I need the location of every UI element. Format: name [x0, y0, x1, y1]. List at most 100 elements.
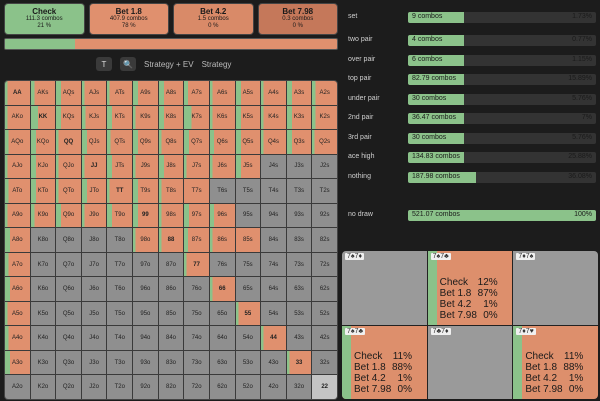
- hand-cell-K2o[interactable]: K2o: [30, 375, 56, 399]
- hand-cell-K7o[interactable]: K7o: [30, 252, 56, 277]
- hand-cell-83s[interactable]: 83s: [286, 228, 312, 252]
- hand-cell-T8s[interactable]: T8s: [158, 179, 184, 203]
- hand-cell-Q4s[interactable]: Q4s: [261, 130, 286, 154]
- combo-cell[interactable]: 7♠7♣ Check 11% Bet 1.8 88% Bet 4.2 1% Bet 7.98 0…: [342, 325, 427, 399]
- hand-cell-Q6o[interactable]: Q6o: [56, 277, 81, 301]
- hand-cell-Q9o[interactable]: Q9o: [56, 203, 81, 228]
- hand-cell-A6s[interactable]: A6s: [209, 81, 235, 105]
- hand-cell-93o[interactable]: 93o: [133, 350, 158, 375]
- hand-cell-73o[interactable]: 73o: [184, 350, 209, 375]
- hand-cell-AKs[interactable]: AKs: [30, 81, 56, 105]
- table-icon[interactable]: T: [96, 57, 112, 71]
- hand-cell-93s[interactable]: 93s: [286, 203, 312, 228]
- hand-cell-32o[interactable]: 32o: [286, 375, 312, 399]
- hand-cell-KQo[interactable]: KQo: [30, 130, 56, 154]
- hand-cell-K5s[interactable]: K5s: [235, 105, 261, 130]
- hand-cell-ATs[interactable]: ATs: [107, 81, 133, 105]
- hand-cell-Q5s[interactable]: Q5s: [235, 130, 261, 154]
- hand-cell-97o[interactable]: 97o: [133, 252, 158, 277]
- hand-cell-K6s[interactable]: K6s: [209, 105, 235, 130]
- hand-cell-KTs[interactable]: KTs: [107, 105, 133, 130]
- hand-cell-62o[interactable]: 62o: [209, 375, 235, 399]
- hand-cell-42s[interactable]: 42s: [312, 326, 337, 350]
- hand-cell-K6o[interactable]: K6o: [30, 277, 56, 301]
- hand-cell-A9s[interactable]: A9s: [133, 81, 158, 105]
- hand-cell-J8s[interactable]: J8s: [158, 154, 184, 179]
- hand-cell-95s[interactable]: 95s: [235, 203, 261, 228]
- hand-cell-75o[interactable]: 75o: [184, 301, 209, 326]
- action-button-2[interactable]: Bet 4.2 1.5 combos 0 %: [173, 3, 254, 35]
- hand-cell-JJ[interactable]: JJ: [81, 154, 107, 179]
- hand-cell-A4o[interactable]: A4o: [5, 326, 30, 350]
- hand-cell-52s[interactable]: 52s: [312, 301, 337, 326]
- hand-cell-J9s[interactable]: J9s: [133, 154, 158, 179]
- hand-cell-J7o[interactable]: J7o: [81, 252, 107, 277]
- search-icon[interactable]: 🔍: [120, 57, 136, 71]
- hand-cell-Q2o[interactable]: Q2o: [56, 375, 81, 399]
- hand-cell-32s[interactable]: 32s: [312, 350, 337, 375]
- hand-cell-J2o[interactable]: J2o: [81, 375, 107, 399]
- hand-cell-63o[interactable]: 63o: [209, 350, 235, 375]
- hand-cell-Q7s[interactable]: Q7s: [184, 130, 209, 154]
- hand-cell-94o[interactable]: 94o: [133, 326, 158, 350]
- hand-cell-QJo[interactable]: QJo: [56, 154, 81, 179]
- hand-cell-T4s[interactable]: T4s: [261, 179, 286, 203]
- hand-cell-T6s[interactable]: T6s: [209, 179, 235, 203]
- hand-cell-87s[interactable]: 87s: [184, 228, 209, 252]
- hand-cell-86s[interactable]: 86s: [209, 228, 235, 252]
- hand-cell-43s[interactable]: 43s: [286, 326, 312, 350]
- combo-cell[interactable]: 7♦7♥ Check 11% Bet 1.8 88% Bet 4.2 1% Bet 7.98 0…: [513, 325, 598, 399]
- hand-cell-J4s[interactable]: J4s: [261, 154, 286, 179]
- action-button-0[interactable]: Check 111.3 combos 21 %: [4, 3, 85, 35]
- hand-cell-84o[interactable]: 84o: [158, 326, 184, 350]
- hand-cell-K9o[interactable]: K9o: [30, 203, 56, 228]
- hand-cell-64s[interactable]: 64s: [261, 277, 286, 301]
- hand-cell-KJs[interactable]: KJs: [81, 105, 107, 130]
- hand-cell-J6o[interactable]: J6o: [81, 277, 107, 301]
- hand-cell-74o[interactable]: 74o: [184, 326, 209, 350]
- hand-cell-95o[interactable]: 95o: [133, 301, 158, 326]
- hand-cell-72o[interactable]: 72o: [184, 375, 209, 399]
- hand-cell-55[interactable]: 55: [235, 301, 261, 326]
- hand-cell-J6s[interactable]: J6s: [209, 154, 235, 179]
- hand-cell-ATo[interactable]: ATo: [5, 179, 30, 203]
- hand-cell-AKo[interactable]: AKo: [5, 105, 30, 130]
- hand-cell-A8o[interactable]: A8o: [5, 228, 30, 252]
- action-button-1[interactable]: Bet 1.8 407.9 combos 78 %: [88, 3, 169, 35]
- hand-cell-J4o[interactable]: J4o: [81, 326, 107, 350]
- hand-cell-Q6s[interactable]: Q6s: [209, 130, 235, 154]
- hand-cell-K2s[interactable]: K2s: [312, 105, 337, 130]
- hand-cell-A7o[interactable]: A7o: [5, 252, 30, 277]
- hand-cell-82s[interactable]: 82s: [312, 228, 337, 252]
- hand-cell-92o[interactable]: 92o: [133, 375, 158, 399]
- hand-cell-K4s[interactable]: K4s: [261, 105, 286, 130]
- hand-cell-82o[interactable]: 82o: [158, 375, 184, 399]
- hand-cell-Q2s[interactable]: Q2s: [312, 130, 337, 154]
- hand-cell-T8o[interactable]: T8o: [107, 228, 133, 252]
- hand-cell-J7s[interactable]: J7s: [184, 154, 209, 179]
- hand-cell-JTo[interactable]: JTo: [81, 179, 107, 203]
- hand-cell-Q3s[interactable]: Q3s: [286, 130, 312, 154]
- hand-cell-T2o[interactable]: T2o: [107, 375, 133, 399]
- hand-cell-83o[interactable]: 83o: [158, 350, 184, 375]
- hand-cell-AA[interactable]: AA: [5, 81, 30, 105]
- hand-cell-AQo[interactable]: AQo: [5, 130, 30, 154]
- hand-cell-QTs[interactable]: QTs: [107, 130, 133, 154]
- hand-cell-J8o[interactable]: J8o: [81, 228, 107, 252]
- hand-cell-73s[interactable]: 73s: [286, 252, 312, 277]
- hand-cell-T5s[interactable]: T5s: [235, 179, 261, 203]
- hand-cell-22[interactable]: 22: [312, 375, 337, 399]
- hand-cell-QTo[interactable]: QTo: [56, 179, 81, 203]
- hand-cell-94s[interactable]: 94s: [261, 203, 286, 228]
- hand-cell-53s[interactable]: 53s: [286, 301, 312, 326]
- hand-cell-KJo[interactable]: KJo: [30, 154, 56, 179]
- hand-cell-65s[interactable]: 65s: [235, 277, 261, 301]
- hand-cell-76s[interactable]: 76s: [209, 252, 235, 277]
- hand-cell-A9o[interactable]: A9o: [5, 203, 30, 228]
- combo-cell[interactable]: 7♠7♣ Check 12% Bet 1.8 87% Bet 4.2 1% Bet 7.98 0…: [427, 251, 513, 325]
- hand-cell-44[interactable]: 44: [261, 326, 286, 350]
- hand-cell-K7s[interactable]: K7s: [184, 105, 209, 130]
- hand-cell-A2s[interactable]: A2s: [312, 81, 337, 105]
- hand-cell-KQs[interactable]: KQs: [56, 105, 81, 130]
- hand-cell-52o[interactable]: 52o: [235, 375, 261, 399]
